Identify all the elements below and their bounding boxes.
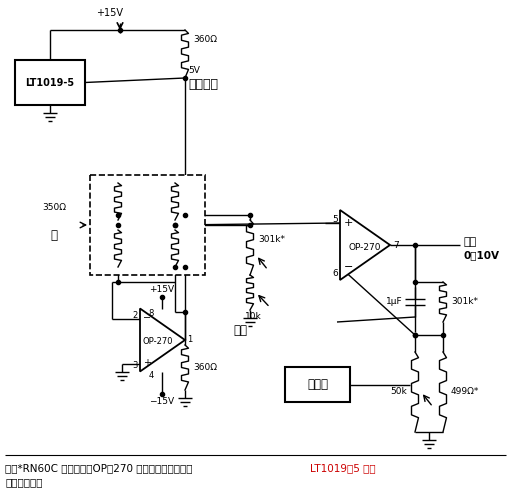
- Text: 6: 6: [332, 269, 338, 278]
- Text: OP-270: OP-270: [142, 338, 173, 347]
- Text: 桥: 桥: [50, 229, 57, 242]
- Text: 5V: 5V: [188, 66, 200, 75]
- Text: 50k: 50k: [390, 387, 407, 396]
- Text: +: +: [143, 359, 151, 369]
- Text: −: −: [344, 262, 354, 272]
- Text: −15V: −15V: [149, 396, 175, 405]
- Bar: [90, 175, 205, 275]
- Polygon shape: [340, 210, 390, 280]
- Text: 密基准电路。: 密基准电路。: [5, 477, 42, 487]
- Text: OP-270: OP-270: [349, 242, 381, 252]
- Text: 499Ω*: 499Ω*: [451, 387, 479, 396]
- Text: −: −: [143, 313, 151, 323]
- Text: +15V: +15V: [149, 286, 175, 294]
- Text: LT1019－5 为辅: LT1019－5 为辅: [310, 463, 376, 473]
- Polygon shape: [140, 308, 185, 372]
- Text: 注：*RN60C 薄膜电阻，OP－270 为低噪声精密运放，: 注：*RN60C 薄膜电阻，OP－270 为低噪声精密运放，: [5, 463, 193, 473]
- Text: 调增益: 调增益: [307, 378, 328, 391]
- Text: 0～10V: 0～10V: [463, 250, 499, 260]
- Text: 4: 4: [149, 372, 154, 380]
- Text: 8: 8: [149, 309, 154, 318]
- Text: 3: 3: [133, 361, 138, 370]
- Text: 5: 5: [332, 215, 338, 224]
- Bar: [15, 60, 85, 105]
- Text: 360Ω: 360Ω: [193, 35, 217, 44]
- Text: +: +: [344, 218, 354, 228]
- Text: 调零: 调零: [233, 324, 247, 337]
- Text: 1μF: 1μF: [386, 297, 403, 306]
- Text: 350Ω: 350Ω: [42, 203, 66, 212]
- Text: +15V: +15V: [97, 8, 124, 18]
- Text: 10k: 10k: [245, 312, 262, 321]
- Text: 7: 7: [393, 240, 399, 249]
- Bar: [285, 367, 350, 402]
- Text: 360Ω: 360Ω: [193, 363, 217, 372]
- Text: 2: 2: [133, 310, 138, 319]
- Text: 输出: 输出: [463, 237, 476, 247]
- Text: 基准输出: 基准输出: [188, 78, 218, 91]
- Text: 301k*: 301k*: [451, 297, 478, 306]
- Text: 1: 1: [187, 336, 192, 345]
- Text: 301k*: 301k*: [258, 235, 285, 244]
- Text: LT1019-5: LT1019-5: [26, 77, 75, 88]
